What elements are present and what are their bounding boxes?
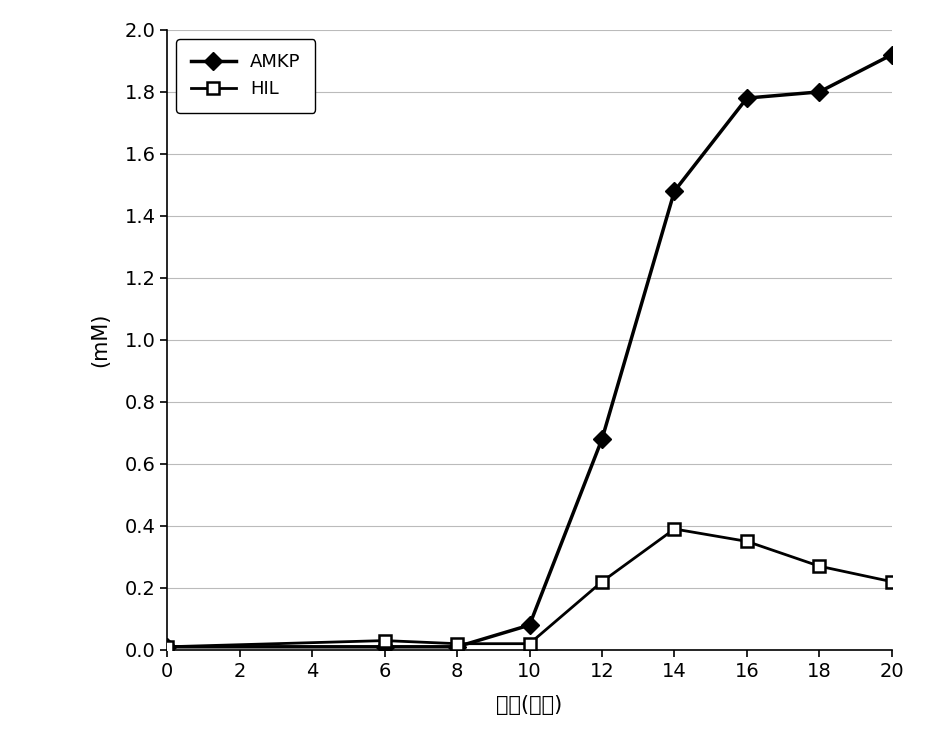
HIL <box>885 577 896 586</box>
AMKP <box>523 621 535 630</box>
AMKP <box>668 187 679 196</box>
HIL <box>161 642 173 651</box>
Line: AMKP: AMKP <box>161 49 897 653</box>
Line: HIL: HIL <box>161 523 897 653</box>
AMKP <box>596 435 607 444</box>
HIL <box>379 636 390 645</box>
HIL <box>668 524 679 533</box>
HIL <box>523 639 535 648</box>
Y-axis label: (mM): (mM) <box>90 313 110 367</box>
AMKP <box>379 642 390 651</box>
HIL <box>451 639 462 648</box>
X-axis label: 时间(小时): 时间(小时) <box>496 695 562 715</box>
Legend: AMKP, HIL: AMKP, HIL <box>176 39 315 113</box>
AMKP <box>451 642 462 651</box>
HIL <box>813 562 824 571</box>
AMKP <box>885 50 896 59</box>
HIL <box>596 577 607 586</box>
AMKP <box>161 642 173 651</box>
AMKP <box>741 93 752 102</box>
AMKP <box>813 87 824 96</box>
HIL <box>741 537 752 546</box>
